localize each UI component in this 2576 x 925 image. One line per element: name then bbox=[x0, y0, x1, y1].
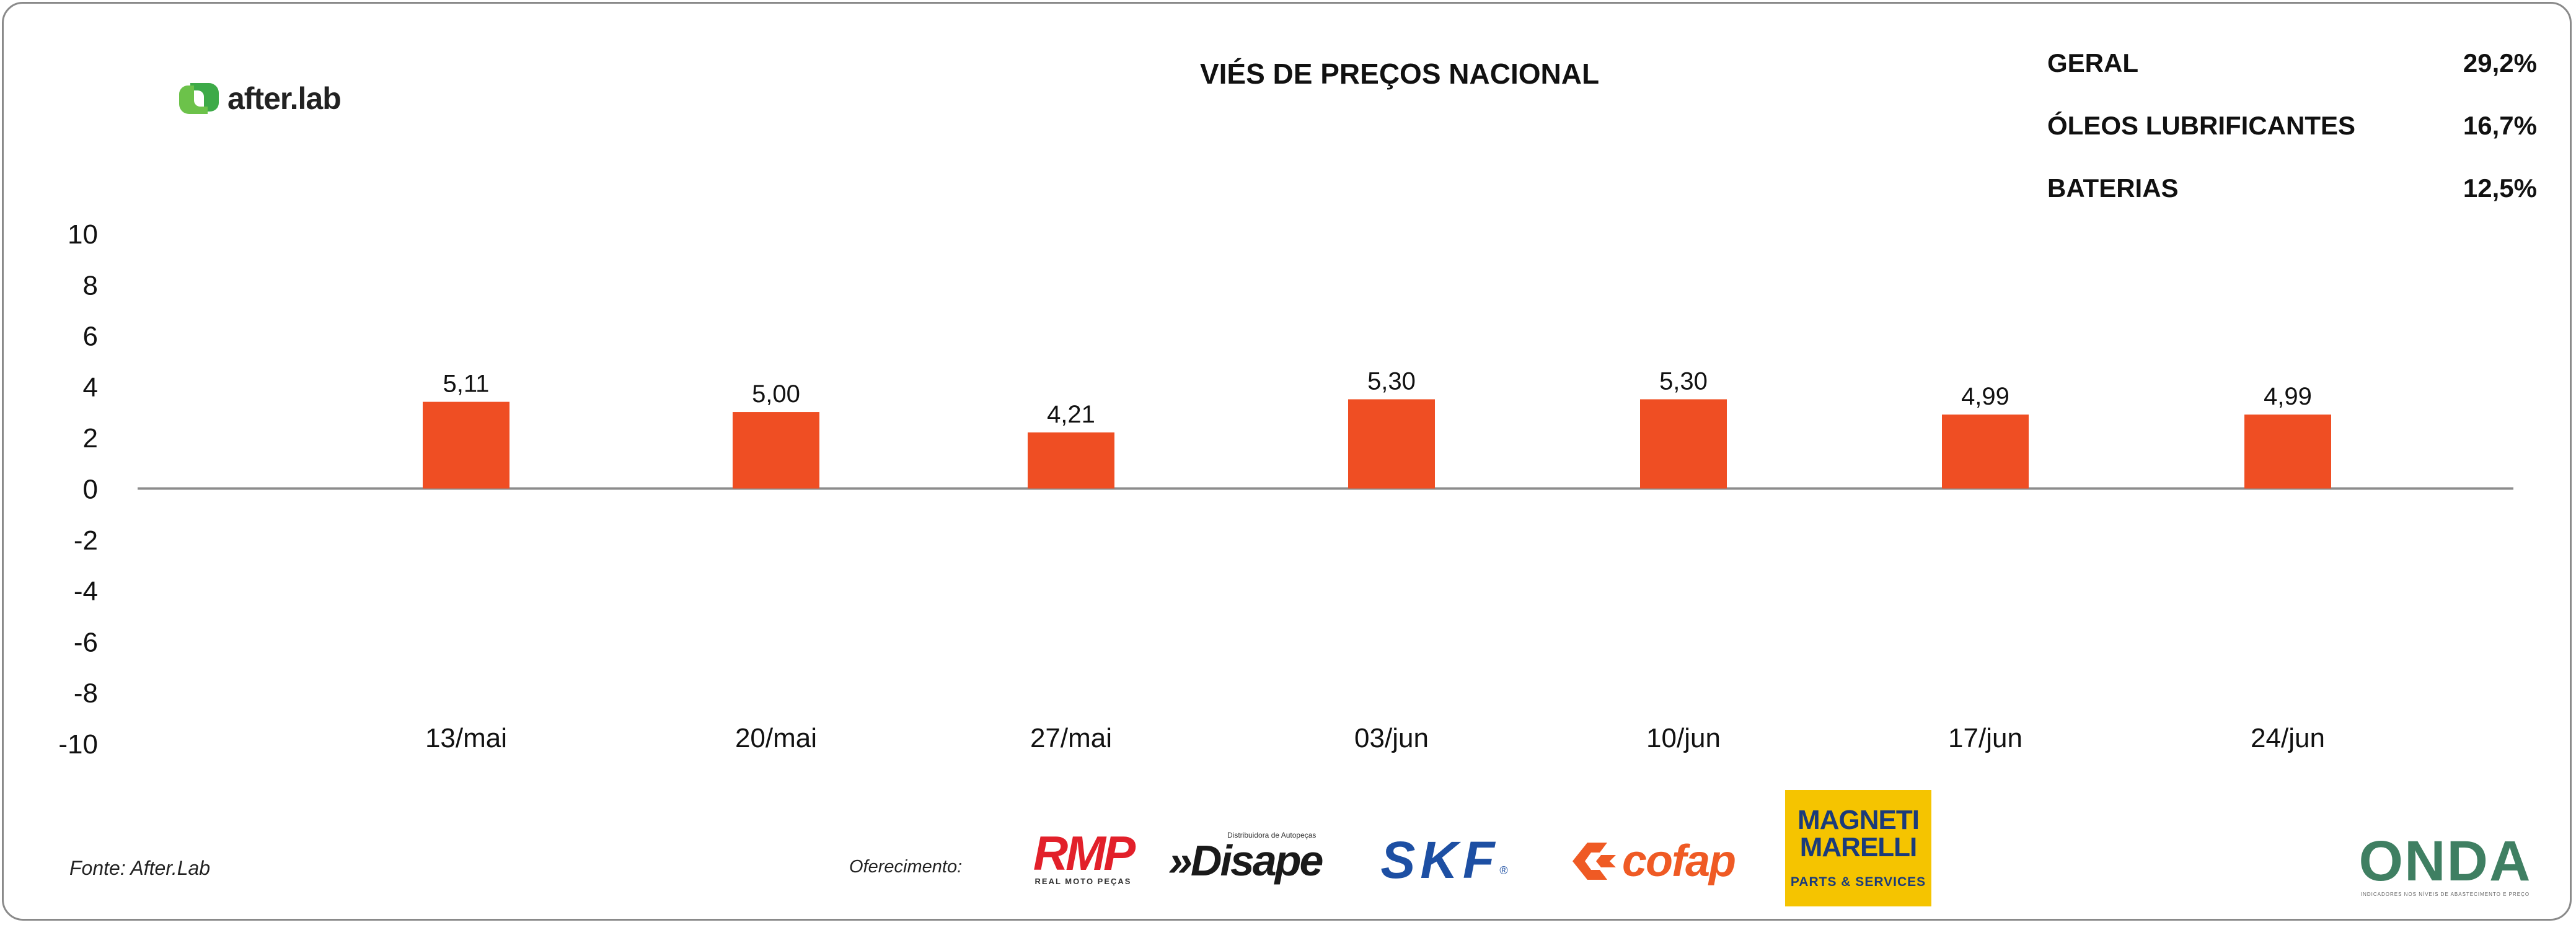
summary-label: GERAL bbox=[2047, 48, 2138, 77]
data-label: 4,99 bbox=[1961, 383, 2009, 410]
brand-name: after.lab bbox=[227, 81, 342, 116]
cofap-chevron-icon bbox=[1572, 843, 1616, 880]
y-tick-label: 0 bbox=[83, 475, 98, 505]
x-tick-label: 03/jun bbox=[1354, 723, 1429, 753]
disape-tagline: Distribuidora de Autopeças bbox=[1227, 831, 1317, 840]
after-lab-logo-icon bbox=[179, 83, 219, 114]
summary-row: GERAL 29,2% bbox=[2047, 48, 2537, 111]
onda-logo-text: ONDA bbox=[2358, 830, 2532, 893]
x-tick-label: 17/jun bbox=[1948, 723, 2022, 753]
summary-panel: GERAL 29,2% ÓLEOS LUBRIFICANTES 16,7% BA… bbox=[2047, 48, 2537, 236]
marelli-logo-line: MARELLI bbox=[1799, 832, 1918, 862]
x-tick-label: 24/jun bbox=[2251, 723, 2325, 753]
y-tick-label: -6 bbox=[74, 627, 98, 657]
summary-row: BATERIAS 12,5% bbox=[2047, 173, 2537, 236]
summary-value: 16,7% bbox=[2463, 111, 2537, 140]
sponsor-label: Oferecimento: bbox=[849, 857, 963, 877]
y-tick-label: 10 bbox=[68, 219, 98, 250]
y-tick-label: 4 bbox=[83, 372, 98, 403]
skf-logo-text: SKF bbox=[1380, 830, 1500, 889]
bar bbox=[2244, 414, 2331, 489]
rmp-logo: RMP REAL MOTO PEÇAS bbox=[1020, 826, 1147, 886]
bar bbox=[423, 401, 509, 489]
y-tick-label: 8 bbox=[83, 270, 98, 300]
disape-logo-text: »Disape bbox=[1168, 836, 1323, 885]
summary-row: ÓLEOS LUBRIFICANTES 16,7% bbox=[2047, 111, 2537, 173]
cofap-logo-text: cofap bbox=[1621, 836, 1736, 886]
bar bbox=[1028, 432, 1114, 489]
data-label: 5,30 bbox=[1367, 367, 1416, 395]
bar bbox=[1640, 399, 1727, 489]
brand-logo: after.lab bbox=[177, 81, 342, 116]
data-label: 4,21 bbox=[1047, 401, 1095, 428]
bar bbox=[1348, 399, 1435, 489]
y-tick-label: -8 bbox=[74, 678, 98, 709]
y-tick-label: -2 bbox=[74, 525, 98, 556]
rmp-tagline: REAL MOTO PEÇAS bbox=[1034, 876, 1132, 886]
summary-label: BATERIAS bbox=[2047, 173, 2179, 203]
chart-title: VIÉS DE PREÇOS NACIONAL bbox=[1199, 58, 1600, 90]
x-tick-label: 27/mai bbox=[1030, 723, 1112, 753]
data-label: 5,00 bbox=[752, 380, 800, 408]
cofap-logo: cofap bbox=[1546, 833, 1757, 889]
data-label: 5,30 bbox=[1659, 367, 1708, 395]
y-tick-label: -10 bbox=[58, 729, 98, 760]
y-tick-label: 6 bbox=[83, 322, 98, 352]
y-tick-label: 2 bbox=[83, 423, 98, 454]
skf-registered-mark: ® bbox=[1499, 864, 1508, 877]
disape-logo: Distribuidora de Autopeças »Disape bbox=[1168, 830, 1333, 886]
onda-tagline: INDICADORES NOS NÍVEIS DE ABASTECIMENTO … bbox=[2360, 891, 2530, 897]
data-label: 5,11 bbox=[443, 370, 490, 398]
magneti-logo-line: MAGNETI bbox=[1797, 805, 1920, 835]
rmp-logo-text: RMP bbox=[1033, 826, 1136, 881]
skf-logo: SKF ® bbox=[1354, 831, 1534, 889]
x-tick-label: 13/mai bbox=[425, 723, 507, 753]
summary-label: ÓLEOS LUBRIFICANTES bbox=[2047, 111, 2356, 140]
data-label: 4,99 bbox=[2264, 383, 2312, 410]
bar bbox=[1942, 414, 2029, 489]
magneti-tagline: PARTS & SERVICES bbox=[1790, 875, 1926, 889]
bar bbox=[733, 412, 819, 489]
onda-logo: ONDA INDICADORES NOS NÍVEIS DE ABASTECIM… bbox=[2355, 833, 2535, 898]
source-note: Fonte: After.Lab bbox=[69, 857, 211, 879]
y-tick-label: -4 bbox=[74, 576, 98, 607]
x-tick-label: 20/mai bbox=[735, 723, 817, 753]
summary-value: 29,2% bbox=[2463, 48, 2537, 77]
summary-value: 12,5% bbox=[2463, 173, 2537, 203]
magneti-marelli-logo: MAGNETI MARELLI PARTS & SERVICES bbox=[1785, 790, 1931, 906]
x-tick-label: 10/jun bbox=[1646, 723, 1721, 753]
